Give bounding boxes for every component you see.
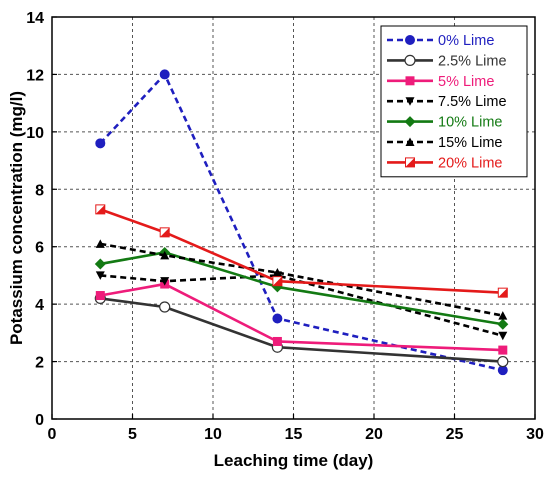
- x-tick-label: 10: [204, 426, 222, 443]
- y-tick-label: 10: [26, 125, 44, 142]
- legend-label: 5% Lime: [438, 74, 494, 90]
- data-point: [160, 250, 170, 260]
- data-point: [94, 258, 106, 270]
- marker-fill: [95, 204, 105, 214]
- legend-item: 20% Lime: [387, 155, 502, 171]
- y-tick-label: 4: [35, 297, 44, 314]
- x-tick-label: 25: [446, 426, 464, 443]
- legend-item: 15% Lime: [387, 135, 502, 151]
- series-line: [100, 297, 503, 363]
- legend-box: [380, 25, 528, 178]
- data-point: [95, 239, 105, 248]
- x-tick-label: 30: [526, 426, 544, 443]
- grid: [52, 17, 535, 419]
- legend-item: 5% Lime: [387, 74, 494, 90]
- data-point: [160, 277, 170, 286]
- data-point: [95, 271, 105, 280]
- series-5: [95, 239, 508, 320]
- y-tick-label: 0: [35, 412, 44, 429]
- data-point: [95, 291, 105, 301]
- data-point: [497, 287, 508, 298]
- y-tick-label: 6: [35, 240, 44, 257]
- legend-item: 0% Lime: [387, 33, 494, 49]
- data-point: [498, 331, 508, 341]
- x-axis-label: Leaching time (day): [214, 451, 374, 470]
- legend-marker: [405, 35, 415, 45]
- y-tick-label: 2: [35, 355, 44, 372]
- x-tick-label: 5: [128, 426, 137, 443]
- data-point: [497, 355, 509, 368]
- y-tick-label: 12: [26, 67, 44, 84]
- series-0: [95, 69, 508, 376]
- legend-label: 7.5% Lime: [438, 94, 507, 110]
- legend-marker: [404, 54, 416, 67]
- legend-label: 0% Lime: [438, 33, 494, 49]
- series-line: [100, 251, 504, 326]
- y-axis-label: Potassium concentration (mg/l): [7, 91, 26, 345]
- data-point: [498, 311, 508, 320]
- marker-fill: [405, 157, 415, 167]
- data-point: [159, 227, 170, 238]
- legend: 0% Lime 2.5% Lime 5% Lime 7.5% Lime 10% Lime…: [380, 25, 528, 178]
- data-point: [159, 69, 170, 80]
- data-point: [95, 204, 106, 215]
- legend-label: 10% Lime: [438, 115, 502, 131]
- legend-label: 20% Lime: [438, 155, 502, 171]
- marker-fill: [498, 288, 508, 298]
- data-point: [272, 313, 283, 324]
- y-tick-label: 8: [35, 182, 44, 199]
- x-tick-label: 0: [48, 426, 57, 443]
- series-line: [100, 242, 504, 317]
- data-point: [498, 345, 508, 355]
- legend-label: 15% Lime: [438, 135, 502, 151]
- legend-marker: [405, 76, 415, 86]
- legend-marker: [405, 157, 415, 168]
- legend-label: 2.5% Lime: [438, 53, 507, 69]
- data-point: [272, 276, 283, 287]
- data-point: [497, 318, 509, 330]
- marker-fill: [272, 276, 282, 286]
- series-line: [100, 282, 503, 352]
- series-line: [99, 208, 503, 294]
- data-point: [95, 138, 106, 149]
- legend-item: 10% Lime: [387, 115, 502, 131]
- series-4: [94, 246, 509, 330]
- legend-marker: [405, 137, 415, 146]
- marker-fill: [160, 227, 170, 237]
- series-6: [95, 204, 508, 298]
- plot-frame: [51, 16, 536, 420]
- y-tick-label: 14: [26, 10, 44, 27]
- legend-item: 7.5% Lime: [387, 94, 507, 110]
- x-tick-label: 20: [365, 426, 383, 443]
- series-lines: [94, 69, 509, 376]
- data-point: [159, 301, 171, 313]
- data-point: [272, 336, 282, 346]
- x-tick-label: 15: [285, 426, 303, 443]
- legend-item: 2.5% Lime: [387, 53, 507, 69]
- legend-marker: [404, 116, 416, 128]
- data-point: [272, 268, 282, 277]
- legend-marker: [405, 97, 415, 106]
